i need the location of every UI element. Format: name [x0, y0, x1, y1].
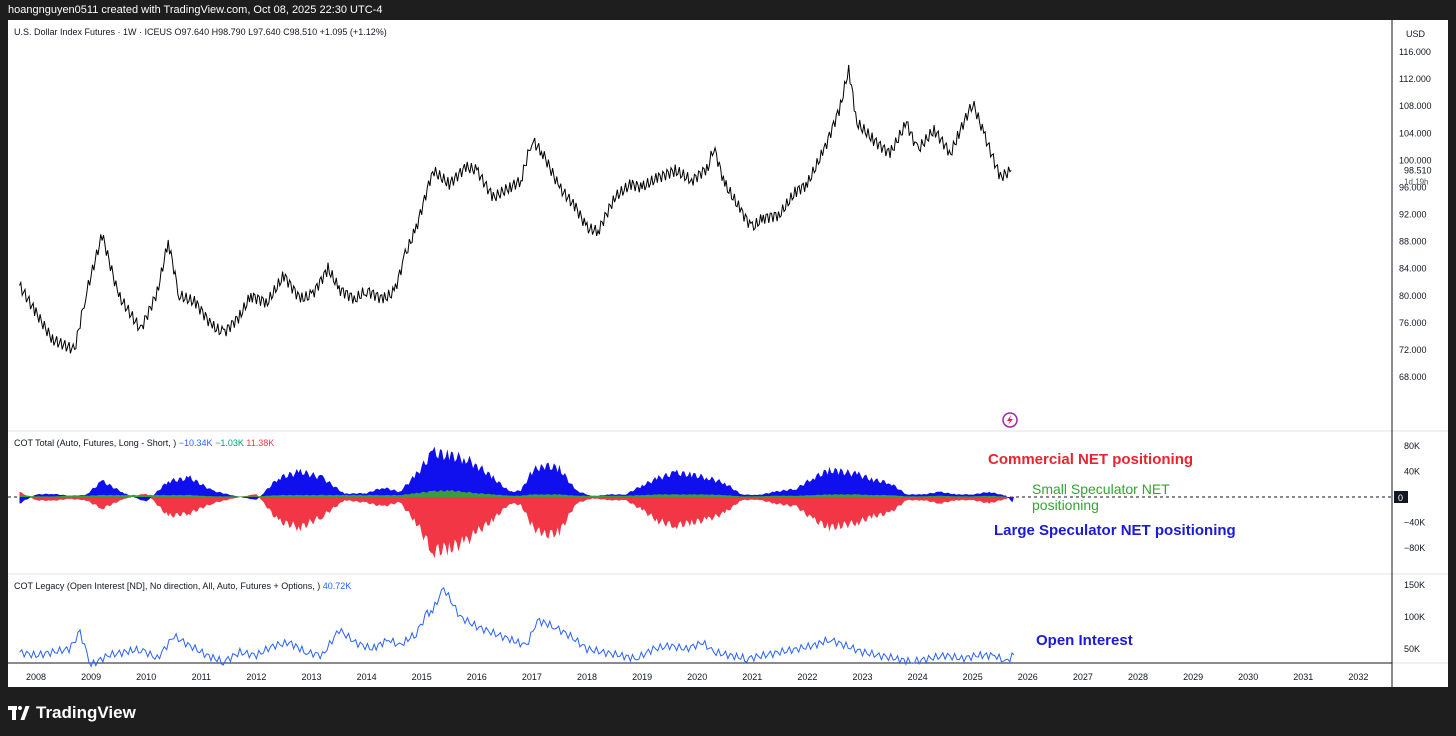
- time-tick-label: 2029: [1183, 672, 1203, 682]
- annotation-open-interest: Open Interest: [1036, 632, 1133, 649]
- time-tick-label: 2009: [81, 672, 101, 682]
- time-tick-label: 2017: [522, 672, 542, 682]
- last-price-label: 98.510: [1404, 165, 1432, 175]
- price-tick-label: 88.000: [1399, 237, 1427, 247]
- time-tick-label: 2015: [412, 672, 432, 682]
- footer-bar: TradingView: [0, 687, 1456, 736]
- price-tick-label: 68.000: [1399, 372, 1427, 382]
- time-tick-label: 2030: [1238, 672, 1258, 682]
- annotation-small-speculator: Small Speculator NET positioning: [1032, 481, 1170, 513]
- commercial-bars: [19, 491, 1014, 559]
- price-tick-label: 84.000: [1399, 264, 1427, 274]
- zero-label: 0: [1398, 493, 1403, 503]
- annotation-commercial: Commercial NET positioning: [988, 451, 1194, 468]
- time-tick-label: 2014: [357, 672, 377, 682]
- cot-tick-label: −40K: [1404, 518, 1425, 528]
- cot-tick-label: −80K: [1404, 543, 1425, 553]
- alert-icon-bolt: [1007, 415, 1013, 425]
- open-interest-line: [19, 587, 1015, 668]
- tradingview-logo-icon: [8, 706, 30, 720]
- zero-badge: [1394, 491, 1408, 503]
- alert-lightning-icon: [1002, 412, 1018, 428]
- price-legend: U.S. Dollar Index Futures · 1W · ICEUS O…: [14, 27, 387, 37]
- oi-value: 40.72K: [322, 581, 352, 591]
- chart-frame[interactable]: USD 116.000 112.000 108.000 104.000 100.000 96…: [8, 20, 1448, 687]
- oi-tick-label: 100K: [1404, 612, 1425, 622]
- time-tick-label: 2025: [963, 672, 983, 682]
- time-tick-label: 2026: [1018, 672, 1038, 682]
- price-tick-label: 108.000: [1399, 101, 1432, 111]
- price-legend-text: U.S. Dollar Index Futures · 1W · ICEUS O…: [14, 27, 387, 37]
- cot-tick-label: 40K: [1404, 467, 1420, 477]
- cot-value-3: 11.38K: [246, 438, 275, 448]
- time-tick-label: 2018: [577, 672, 597, 682]
- time-tick-label: 2028: [1128, 672, 1148, 682]
- price-tick-label: 104.000: [1399, 128, 1432, 138]
- price-tick-label: 112.000: [1399, 74, 1431, 84]
- oi-tick-label: 150K: [1404, 580, 1425, 590]
- time-tick-label: 2016: [467, 672, 487, 682]
- time-tick-label: 2011: [192, 672, 211, 682]
- cot-value-1: −10.34K: [178, 438, 213, 448]
- price-tick-label: 76.000: [1399, 318, 1427, 328]
- chart-credit-bar: hoangnguyen0511 created with TradingView…: [0, 0, 1456, 20]
- time-tick-label: 2013: [301, 672, 321, 682]
- price-tick-label: 80.000: [1399, 291, 1427, 301]
- time-tick-label: 2010: [136, 672, 156, 682]
- price-tick-label: 116.000: [1399, 47, 1431, 57]
- time-tick-label: 2019: [632, 672, 652, 682]
- price-tick-label: 100.000: [1399, 155, 1432, 165]
- time-tick-label: 2031: [1293, 672, 1313, 682]
- time-tick-label: 2032: [1348, 672, 1368, 682]
- small-speculator-bars: [19, 489, 1014, 498]
- annotation-large-speculator: Large Speculator NET positioning: [994, 522, 1236, 539]
- tradingview-brand: TradingView: [36, 703, 136, 722]
- time-tick-label: 2022: [797, 672, 817, 682]
- cot-total-legend: COT Total (Auto, Futures, Long - Short, …: [14, 438, 274, 448]
- cot-legacy-legend-text: COT Legacy (Open Interest [ND], No direc…: [14, 581, 321, 591]
- chart-canvas[interactable]: USD 116.000 112.000 108.000 104.000 100.000 96…: [8, 20, 1448, 687]
- tradingview-logo[interactable]: TradingView: [8, 703, 136, 723]
- oi-tick-label: 50K: [1404, 644, 1420, 654]
- large-speculator-bars: [19, 446, 1014, 504]
- time-tick-label: 2023: [852, 672, 872, 682]
- time-tick-label: 2024: [908, 672, 928, 682]
- time-tick-label: 2008: [26, 672, 46, 682]
- cot-value-2: −1.03K: [215, 438, 244, 448]
- cot-legacy-legend: COT Legacy (Open Interest [ND], No direc…: [14, 581, 351, 591]
- price-tick-label: 96.000: [1399, 182, 1427, 192]
- bar-countdown-label: 1d 19h: [1404, 177, 1428, 186]
- price-series-line: [19, 64, 1012, 354]
- time-tick-label: 2027: [1073, 672, 1093, 682]
- time-tick-label: 2012: [246, 672, 266, 682]
- chart-credit: hoangnguyen0511 created with TradingView…: [8, 4, 383, 16]
- alert-icon-ring: [1002, 412, 1018, 428]
- price-tick-label: 92.000: [1399, 210, 1427, 220]
- cot-total-legend-text: COT Total (Auto, Futures, Long - Short, …: [14, 438, 177, 448]
- time-tick-label: 2020: [687, 672, 707, 682]
- price-tick-label: 72.000: [1399, 345, 1427, 355]
- cot-tick-label: 80K: [1404, 441, 1420, 451]
- time-tick-label: 2021: [742, 672, 762, 682]
- currency-label: USD: [1406, 29, 1426, 39]
